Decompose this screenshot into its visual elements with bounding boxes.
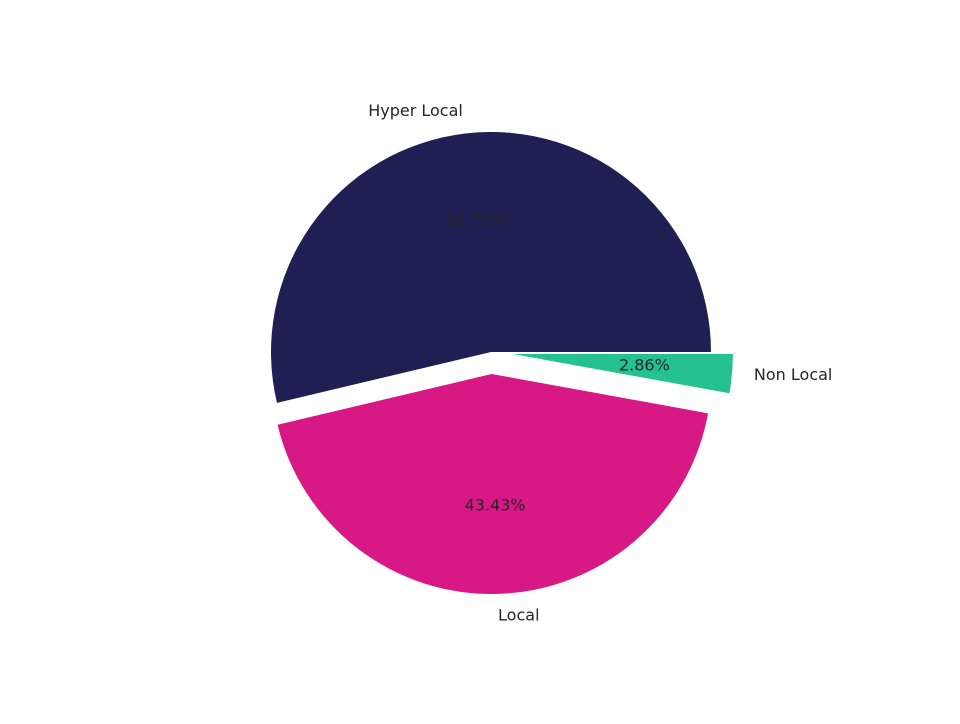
pie-slice [512,353,733,394]
slice-label: Non Local [754,365,832,384]
pct-label: 53.71% [445,210,506,229]
pie-slice [277,373,709,594]
pie-slice [270,131,711,403]
slice-label: Local [498,605,539,624]
slice-label: Hyper Local [368,101,463,120]
pct-label: 43.43% [465,495,526,514]
pct-label: 2.86% [619,355,670,374]
